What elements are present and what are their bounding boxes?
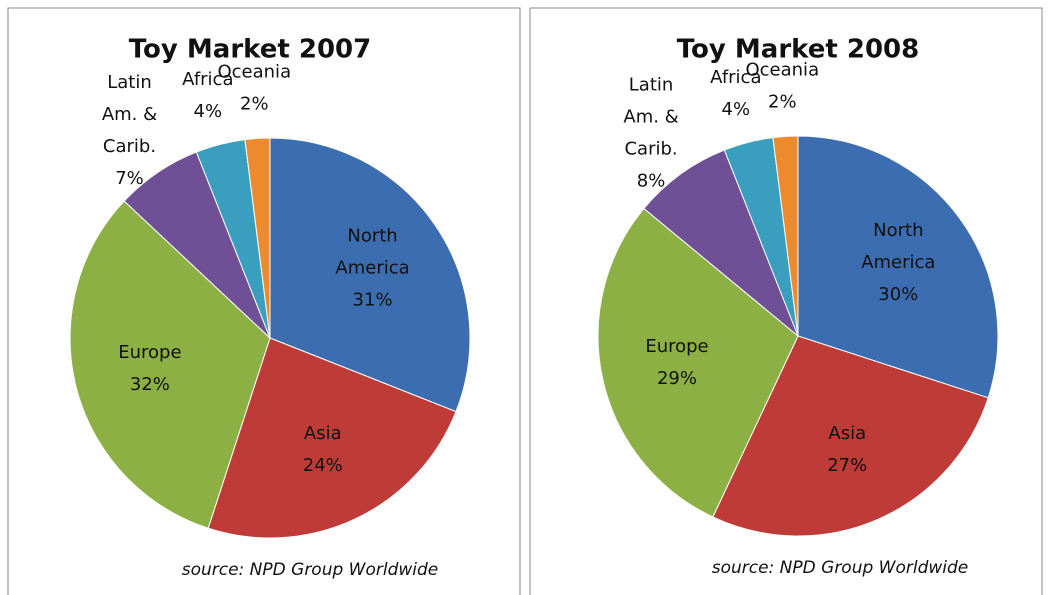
label-line: Europe [118,342,181,363]
label-line: Oceania [217,61,291,82]
label-line: North [873,220,923,241]
value-label: 31% [353,289,393,310]
pie-slice [797,135,999,399]
chart-title: Toy Market 2008 [677,35,919,65]
label-line: Asia [828,423,866,444]
label-line: Africa [182,69,233,90]
label-line: America [861,252,935,273]
label-line: Asia [304,423,342,444]
slice-label: North America [335,225,409,278]
pie-slice [772,135,799,337]
pie-slice [643,149,799,337]
slice-label: North America [861,220,935,273]
source-note: source: NPD Group Worldwide [182,560,439,580]
slice-label: Oceania [217,61,291,82]
slice-label: Oceania [745,59,819,80]
label-line: Am. & [102,104,157,125]
pie-slice [712,335,989,537]
label-line: Oceania [745,59,819,80]
value-label: 2% [240,93,269,114]
value-label: 30% [878,284,918,305]
slice-label: Europe [645,336,708,357]
value-label: 4% [722,99,751,120]
slice-label: Africa [710,67,761,88]
label-line: Carib. [103,136,156,157]
value-label: 4% [194,101,223,122]
slice-label: Latin Am. & Carib. [623,75,678,160]
slice-label: Asia [828,423,866,444]
panel-frame [7,7,521,595]
source-note: source: NPD Group Worldwide [712,558,969,578]
slice-label: Asia [304,423,342,444]
pie-slice [269,137,471,413]
label-line: Africa [710,67,761,88]
pie-slice [69,200,271,529]
value-label: 2% [768,91,797,112]
value-label: 24% [303,455,343,476]
slice-label: Europe [118,342,181,363]
label-line: Latin [107,72,152,93]
label-line: Carib. [624,139,677,160]
slice-label: Africa [182,69,233,90]
value-label: 27% [827,455,867,476]
panel-frame [529,7,1043,595]
pie-slice [207,337,457,539]
chart-title: Toy Market 2007 [129,35,371,65]
pie-slice [597,207,799,518]
slice-label: Latin Am. & Carib. [102,72,157,157]
label-line: Europe [645,336,708,357]
label-line: Latin [629,75,674,96]
label-line: America [335,257,409,278]
value-label: 7% [115,168,144,189]
label-line: Am. & [623,107,678,128]
value-label: 8% [637,171,666,192]
label-line: North [347,225,397,246]
value-label: 32% [130,374,170,395]
value-label: 29% [657,368,697,389]
pie-slice [244,137,271,339]
